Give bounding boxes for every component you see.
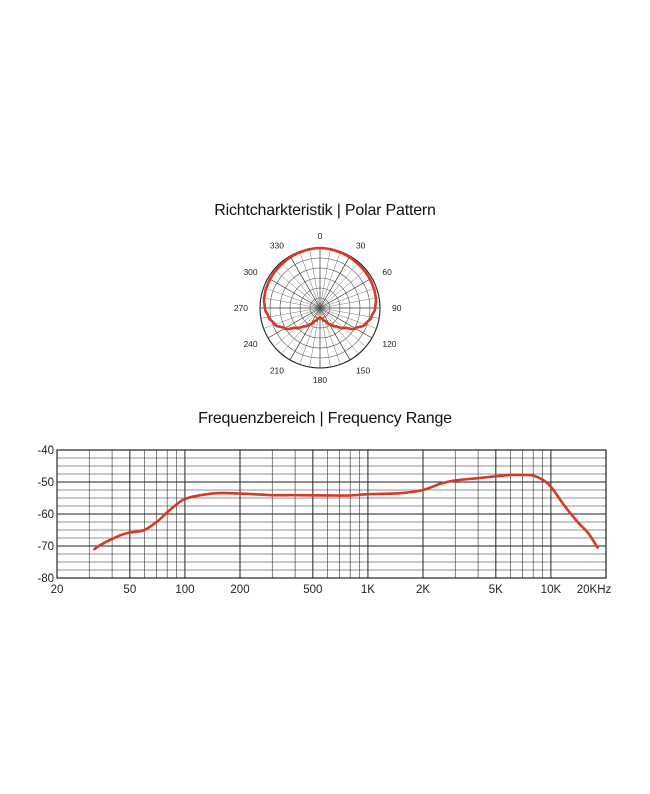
polar-spoke [319,307,359,355]
polar-spoke [319,287,377,309]
y-tick-label: -60 [37,509,54,521]
polar-spoke [319,307,341,365]
polar-spoke [273,269,321,309]
polar-spoke [267,277,321,309]
polar-angle-label: 270 [234,303,248,313]
polar-angle-labels: 0 30 60 90 120 150 180 210 240 270 300 330 [234,231,402,385]
polar-angle-label: 240 [243,339,257,349]
y-tick-label: -40 [37,445,54,457]
y-tick-label: -50 [37,477,54,489]
polar-spoke [319,269,367,309]
frequency-range-title: Frequenzbereich | Frequency Range [198,410,452,427]
x-tick-labels: 20 50 100 200 500 1K 2K 5K 10K 20KHz [51,584,612,596]
polar-spoke [319,307,377,329]
polar-spoke [263,307,321,329]
polar-spoke [319,261,359,309]
polar-angle-label: 330 [270,241,284,251]
plot-frame [56,449,607,579]
y-tick-label: -70 [37,541,54,553]
x-tick-label: 100 [175,584,194,596]
x-tick-label: 50 [123,584,136,596]
frequency-response-curve [93,473,599,551]
x-tick-label: 2K [416,584,430,596]
polar-spoke [260,307,321,319]
polar-spoke [267,307,321,339]
polar-angle-label: 300 [243,267,257,277]
polar-angle-label: 210 [270,365,284,375]
polar-pattern-title: Richtcharkteristik | Polar Pattern [214,202,436,219]
polar-spoke [289,307,321,361]
polar-spoke [309,248,321,309]
polar-spoke [319,251,341,309]
polar-angle-label: 60 [382,267,392,277]
polar-spoke [289,255,321,309]
polar-spoke [260,297,321,309]
polar-spoke [319,255,351,309]
polar-spoke [299,251,321,309]
y-tick-label: -80 [37,573,54,585]
polar-angle-label: 0 [318,231,323,241]
polar-spoke [319,277,373,309]
frequency-range-chart: -40-50-60-70-80 20 50 100 200 500 1K 2K 5K 10K 20… [37,445,612,596]
polar-pattern-curve [262,246,378,331]
x-tick-label: 200 [230,584,249,596]
polar-spoke [263,287,321,309]
y-tick-labels: -40 -50 -60 -70 -80 [37,445,54,585]
x-tick-label: 10K [541,584,562,596]
polar-spoke [281,261,321,309]
polar-spoke [319,297,380,309]
polar-angle-label: 150 [356,365,370,375]
polar-angle-label: 90 [392,303,402,313]
polar-spoke [299,307,321,365]
polar-spoke [281,307,321,355]
polar-spoke [319,248,331,309]
polar-angle-label: 30 [356,241,366,251]
frequency-grid [56,449,607,579]
polar-angle-label: 120 [382,339,396,349]
polar-spoke [319,307,351,361]
x-tick-label: 20 [51,584,64,596]
x-tick-label: 1K [361,584,375,596]
x-tick-label: 5K [489,584,503,596]
polar-spoke [319,307,380,319]
polar-grid [259,247,381,369]
polar-pattern-chart: 0 30 60 90 120 150 180 210 240 270 300 330 [234,231,402,385]
x-tick-label: 500 [303,584,322,596]
x-tick-label: 20KHz [577,584,612,596]
polar-spoke [319,307,373,339]
polar-angle-label: 180 [313,375,327,385]
